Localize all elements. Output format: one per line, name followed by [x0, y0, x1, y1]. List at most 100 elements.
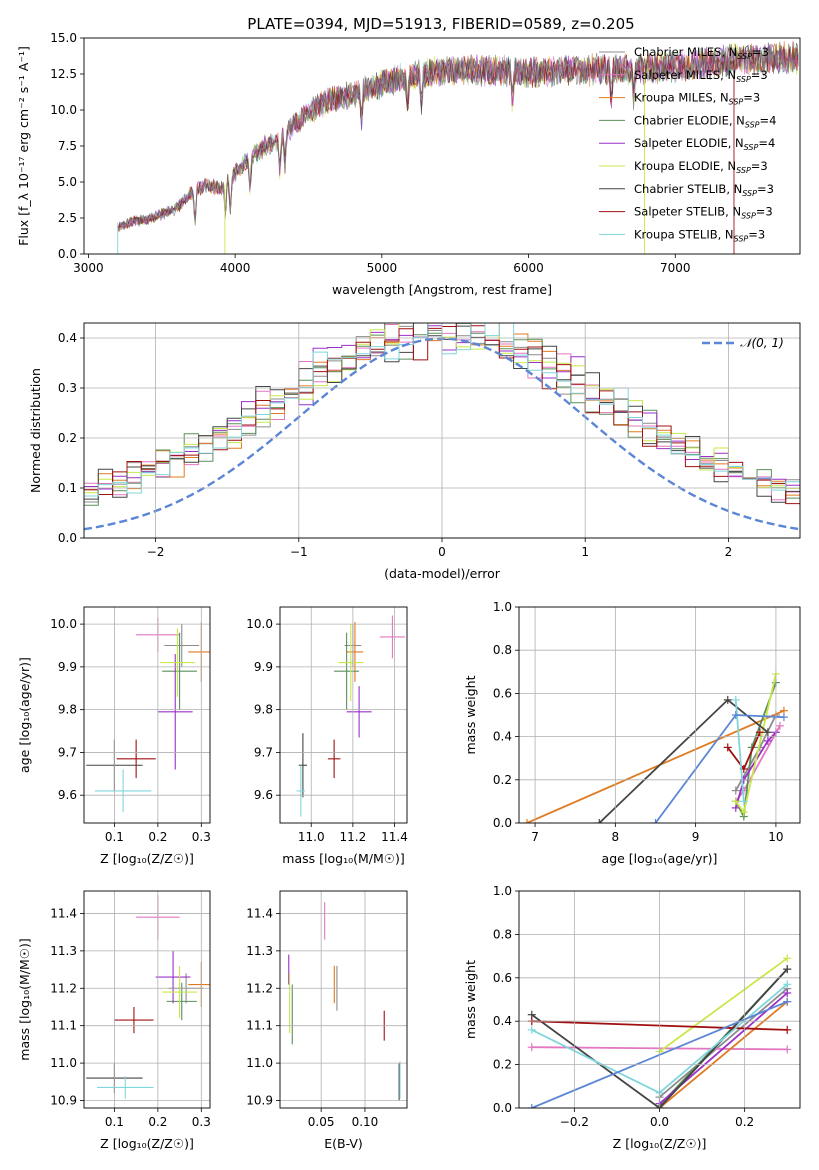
y-axis-label: mass weight [463, 675, 478, 754]
y-tick-label: 11.1 [246, 1019, 273, 1033]
legend-entry: Salpeter MILES, NSSP=3 [634, 68, 768, 84]
y-tick-label: 0.2 [493, 1058, 512, 1072]
x-tick-label: 3000 [73, 261, 104, 275]
axes-frame [518, 606, 801, 824]
x-axis-label: age [log₁₀(age/yr)] [602, 851, 718, 866]
legend-entry: Chabrier MILES, NSSP=3 [634, 45, 769, 61]
errorbar-kroupa-elodie [160, 628, 195, 697]
x-axis-label: mass [log₁₀(M/M☉)] [282, 851, 404, 866]
x-tick-label: −0.2 [560, 1115, 589, 1129]
errorbar-salpeter-elodie [155, 950, 191, 1004]
axes-frame [518, 890, 801, 1109]
errorbar-kroupa-stelib [94, 769, 152, 813]
axes-frame [83, 37, 801, 255]
y-tick-label: 0.8 [493, 643, 512, 657]
y-tick-label: 11.4 [246, 906, 273, 920]
x-axis-label: wavelength [Angstrom, rest frame] [332, 282, 552, 297]
panel-Z_age: 0.1 0.2 0.3 9.6 9.7 9.8 9.9 10.0 Z [log₁₀(Z/Z☉)]… [17, 606, 211, 866]
x-tick-label: 0.1 [105, 830, 124, 844]
y-tick-label: 0.0 [58, 531, 77, 545]
x-tick-label: 5000 [367, 261, 398, 275]
panel-Z_weight: −0.2 0.0 0.2 0.0 0.2 0.4 0.6 0.8 1.0 Z [log₁₀(Z/Z… [463, 884, 801, 1151]
y-axis-label: Flux [f_λ 10⁻¹⁷ erg cm⁻² s⁻¹ A⁻¹] [16, 46, 31, 246]
x-tick-label: 0.05 [308, 1115, 335, 1129]
y-tick-label: 15.0 [50, 31, 77, 45]
x-tick-label: 0.2 [148, 830, 167, 844]
y-tick-label: 7.5 [58, 139, 77, 153]
panel-Z_mass: 0.1 0.2 0.3 10.9 11.0 11.1 11.2 11.3 11.4 Z [log₁… [17, 890, 211, 1151]
series-kroupa-elodie [655, 954, 792, 1056]
x-tick-label: 6000 [513, 261, 544, 275]
x-axis-label: Z [log₁₀(Z/Z☉)] [100, 851, 194, 866]
figure-title: PLATE=0394, MJD=51913, FIBERID=0589, z=0… [247, 15, 634, 33]
panel-spectrum: 3000 4000 5000 6000 7000 0.0 2.5 5.0 7.5 10.0 12.5… [16, 31, 801, 297]
legend-entry: Salpeter ELODIE, NSSP=4 [634, 136, 775, 152]
legend-entry: 𝒩(0, 1) [740, 336, 784, 350]
x-axis-label: E(B-V) [324, 1136, 363, 1151]
y-tick-label: 0.3 [58, 381, 77, 395]
plot-area [288, 902, 401, 1101]
weight-line [598, 698, 769, 823]
legend: Chabrier MILES, NSSP=3 Salpeter MILES, NS… [599, 45, 776, 243]
y-tick-label: 10.0 [50, 103, 77, 117]
y-tick-label: 11.2 [246, 981, 273, 995]
y-tick-label: 9.8 [58, 703, 77, 717]
weight-line [658, 957, 788, 1053]
y-tick-label: 1.0 [493, 884, 512, 898]
legend-entry: Chabrier ELODIE, NSSP=4 [634, 113, 776, 129]
x-tick-label: 0 [438, 545, 446, 559]
plot-area [117, 40, 799, 254]
errorbar-salpeter-elodie [157, 654, 193, 770]
axes-frame [279, 606, 408, 824]
legend-entry: Kroupa ELODIE, NSSP=3 [634, 159, 768, 175]
x-tick-label: 2 [725, 545, 733, 559]
series-normal [651, 711, 788, 823]
errorbar-kroupa-elodie [338, 624, 364, 702]
y-tick-label: 11.0 [50, 1056, 77, 1070]
y-tick-label: 10.9 [246, 1094, 273, 1108]
series-salpeter-stelib [723, 728, 764, 773]
y-tick-label: 0.4 [493, 1014, 512, 1028]
plot-area [523, 669, 788, 823]
y-tick-label: 10.9 [50, 1094, 77, 1108]
errorbar-salpeter-stelib [116, 739, 156, 779]
y-axis-label: mass weight [463, 960, 478, 1039]
x-axis-label: (data-model)/error [384, 566, 501, 581]
weight-line [735, 682, 777, 820]
y-tick-label: 0.6 [493, 971, 512, 985]
x-tick-label: 10 [768, 830, 783, 844]
y-tick-label: 0.6 [493, 686, 512, 700]
y-tick-label: 11.0 [246, 1056, 273, 1070]
y-tick-label: 5.0 [58, 175, 77, 189]
y-tick-label: 9.8 [254, 703, 273, 717]
axes-frame [83, 606, 211, 824]
y-tick-label: 0.2 [493, 773, 512, 787]
errorbar-kroupa-stelib [97, 1076, 154, 1099]
axes-frame [83, 322, 801, 539]
x-tick-label: 0.3 [192, 1115, 211, 1129]
series-kroupa-miles [655, 997, 792, 1108]
y-tick-label: 12.5 [50, 67, 77, 81]
y-tick-label: 0.4 [58, 331, 77, 345]
x-tick-label: 7000 [660, 261, 691, 275]
y-tick-label: 11.3 [246, 944, 273, 958]
y-tick-label: 0.2 [58, 431, 77, 445]
y-axis-label: age [log₁₀(age/yr)] [17, 657, 32, 773]
panel-residuals: −2 −1 0 1 2 0.0 0.1 0.2 0.3 0.4 𝒩(0, 1) (data-model… [28, 322, 801, 581]
legend-entry: Kroupa MILES, NSSP=3 [634, 91, 760, 107]
y-tick-label: 9.7 [254, 745, 273, 759]
x-tick-label: 0.0 [650, 1115, 669, 1129]
x-tick-label: −2 [147, 545, 165, 559]
y-tick-label: 0.1 [58, 481, 77, 495]
x-tick-label: 0.3 [192, 830, 211, 844]
x-axis-label: Z [log₁₀(Z/Z☉)] [100, 1136, 194, 1151]
errorbar-kroupa-miles [346, 621, 364, 682]
legend-entry: Kroupa STELIB, NSSP=3 [634, 227, 765, 243]
weight-line [734, 699, 745, 802]
panel-age_weight: 7 8 9 10 0.0 0.2 0.4 0.6 0.8 1.0 age [log₁₀(age/yr… [463, 600, 801, 866]
y-tick-label: 0.0 [493, 1101, 512, 1115]
y-tick-label: 9.9 [254, 660, 273, 674]
y-tick-label: 11.3 [50, 944, 77, 958]
y-tick-label: 9.6 [58, 788, 77, 802]
